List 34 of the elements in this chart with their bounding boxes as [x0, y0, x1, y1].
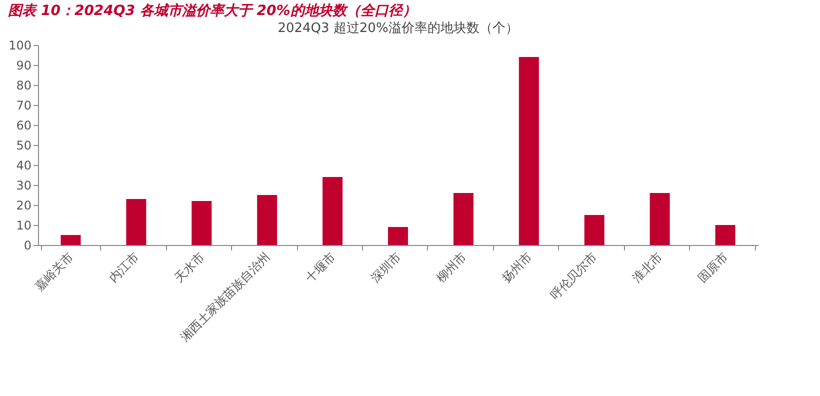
y-tick-label: 90 [16, 58, 32, 72]
x-tick-label: 天水市 [172, 250, 208, 285]
y-tick-label: 50 [16, 138, 32, 152]
bar [257, 195, 278, 245]
chart-subtitle: 2024Q3 超过20%溢价率的地块数（个） [278, 20, 518, 36]
y-tick-label: 30 [16, 178, 32, 192]
bar [322, 177, 343, 245]
x-tick-label: 柳州市 [434, 250, 469, 285]
x-tick-label: 呼伦贝尔市 [547, 250, 600, 302]
bar [584, 215, 604, 245]
x-tick-label: 深圳市 [368, 250, 404, 285]
x-tick-label: 嘉峪关市 [32, 250, 76, 294]
x-tick-label: 十堰市 [302, 250, 338, 285]
bar [715, 225, 736, 245]
x-tick-label: 扬州市 [499, 250, 534, 285]
y-tick-label: 20 [16, 198, 32, 212]
bar [518, 57, 539, 245]
y-tick-label: 60 [16, 118, 32, 132]
chart-title: 图表 10：2024Q3 各城市溢价率大于 20%的地块数（全口径） [8, 2, 416, 19]
x-tick-label: 固原市 [695, 250, 731, 285]
bar [453, 193, 474, 245]
bar [60, 235, 81, 245]
y-tick-label: 0 [24, 238, 32, 252]
bar [388, 227, 408, 245]
bar [126, 199, 146, 245]
x-tick-label: 内江市 [106, 250, 142, 285]
bar [192, 201, 212, 245]
y-tick-label: 10 [16, 218, 32, 232]
x-tick-label: 淮北市 [630, 250, 666, 285]
y-tick-label: 80 [16, 78, 32, 92]
bar [650, 193, 670, 245]
y-tick-label: 40 [16, 158, 32, 172]
y-tick-label: 70 [16, 98, 32, 112]
y-tick-label: 100 [8, 38, 32, 52]
